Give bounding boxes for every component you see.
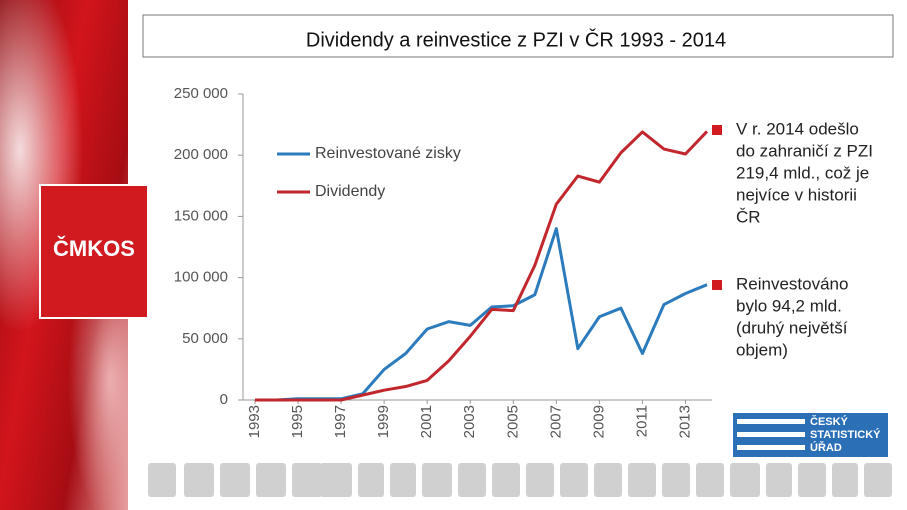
x-tick-label: 2003 — [461, 405, 478, 438]
x-tick-label: 2011 — [633, 405, 650, 437]
y-tick-label: 100 000 — [174, 269, 228, 286]
title-box — [142, 14, 894, 58]
note-line: 219,4 mld., což je — [736, 163, 869, 182]
x-tick-label: 1995 — [289, 405, 306, 438]
csu-logo-text: ÚŘAD — [810, 441, 842, 454]
bullet — [712, 125, 722, 135]
legend-label: Reinvestované zisky — [315, 145, 461, 162]
csu-logo-text: ČESKÝ — [810, 415, 849, 428]
title: Dividendy a reinvestice z PZI v ČR 1993 … — [306, 28, 726, 51]
x-tick-label: 2007 — [547, 405, 564, 438]
y-tick-label: 200 000 — [174, 146, 228, 163]
note-line: do zahraničí z PZI — [736, 141, 873, 160]
logo-box — [39, 184, 149, 319]
y-tick-label: 250 000 — [174, 85, 228, 102]
note-line: objem) — [736, 340, 788, 359]
note-line: Reinvestováno — [736, 274, 848, 293]
partner-logos — [148, 463, 892, 497]
csu-stripes — [737, 419, 805, 450]
x-tick-label: 2001 — [418, 405, 435, 438]
x-tick-label: 2009 — [590, 405, 607, 438]
logo-text: ČMKOS — [53, 236, 135, 261]
note-line: bylo 94,2 mld. — [736, 296, 842, 315]
x-tick-label: 1993 — [246, 405, 263, 438]
y-tick-label: 0 — [220, 391, 228, 408]
y-tick-label: 50 000 — [182, 330, 228, 347]
note-line: (druhý největší — [736, 318, 848, 337]
csu-logo-text: STATISTICKÝ — [810, 428, 881, 441]
series-line — [255, 130, 709, 402]
x-tick-label: 2005 — [504, 405, 521, 438]
note-line: nejvíce v historii — [736, 185, 857, 204]
bullet — [712, 280, 722, 290]
series-line — [255, 227, 708, 402]
note-line: ČR — [736, 207, 761, 226]
y-tick-label: 150 000 — [174, 207, 228, 224]
x-tick-label: 2013 — [676, 405, 693, 438]
x-tick-label: 1999 — [375, 405, 392, 438]
x-tick-label: 1997 — [332, 405, 349, 438]
legend-label: Dividendy — [315, 183, 385, 200]
note-line: V r. 2014 odešlo — [736, 119, 859, 138]
